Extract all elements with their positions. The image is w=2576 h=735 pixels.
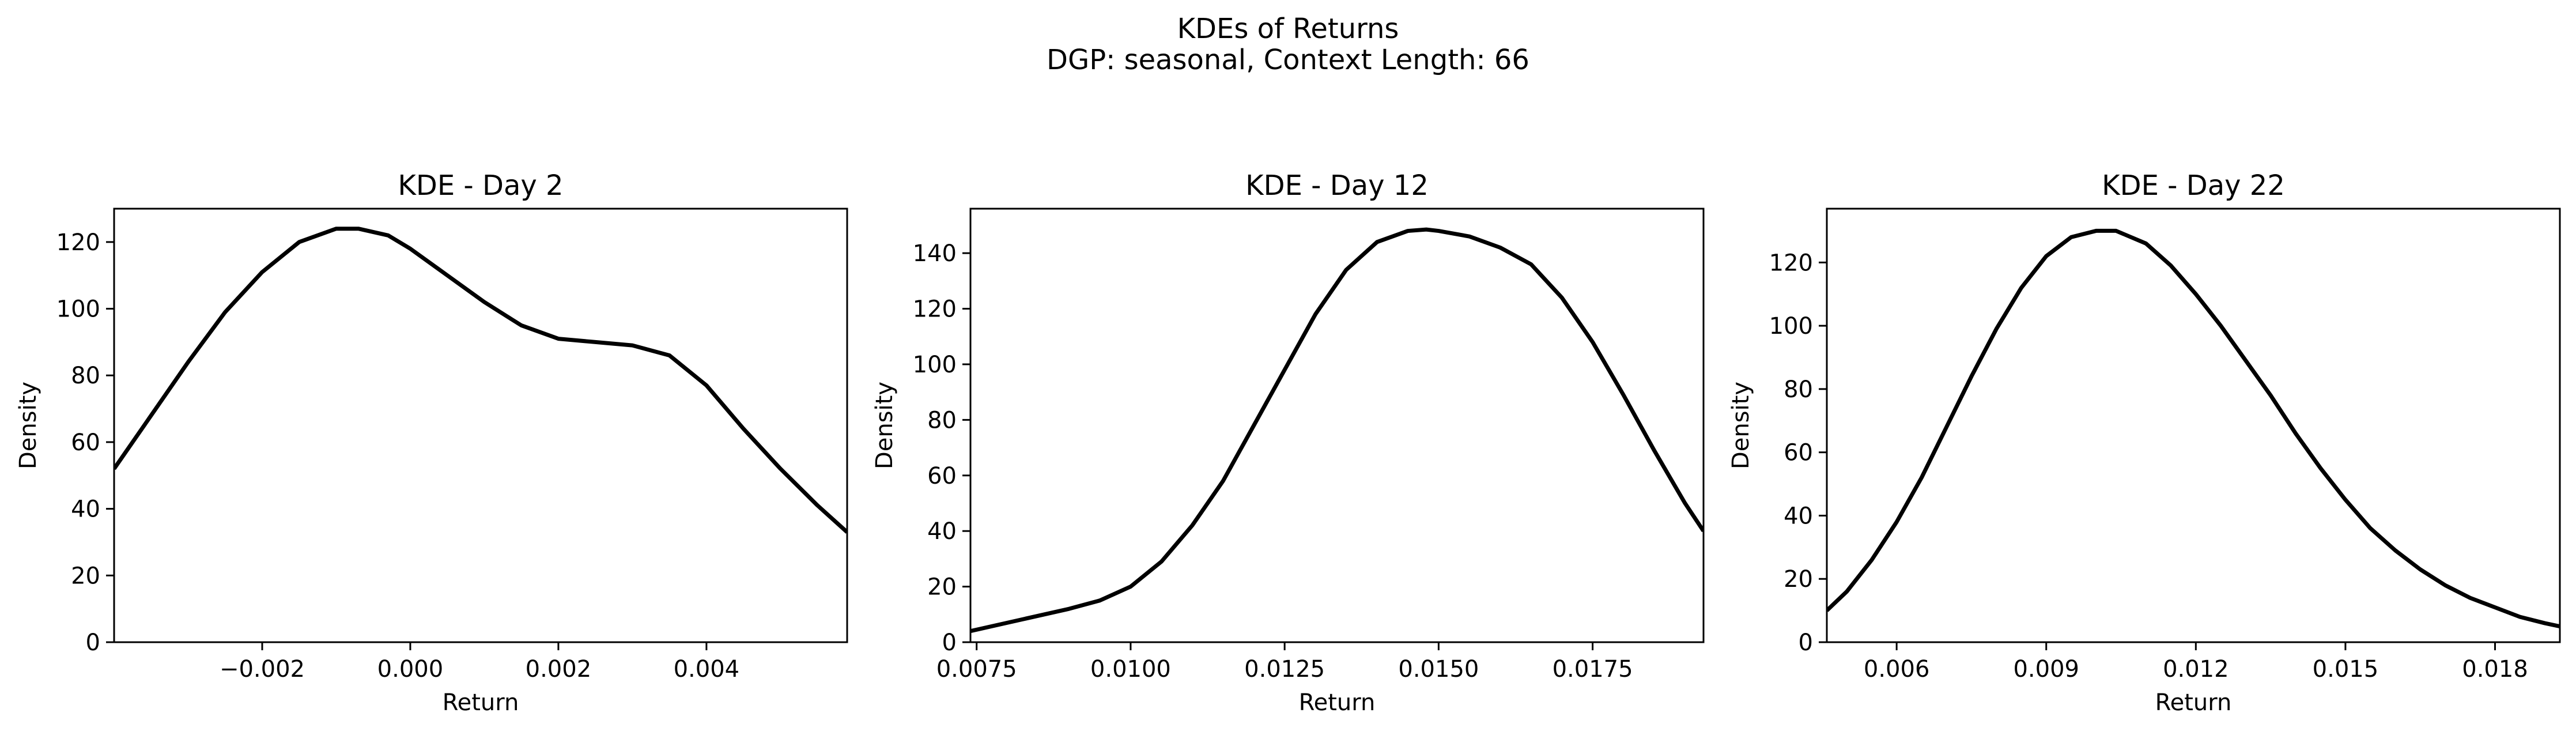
x-tick-label: 0.0100 (1090, 656, 1171, 683)
y-tick-label: 120 (1769, 250, 1813, 276)
panel-title: KDE - Day 12 (1245, 169, 1429, 202)
x-axis-label: Return (1299, 689, 1376, 716)
y-tick-label: 80 (1784, 376, 1813, 403)
y-tick-label: 40 (1784, 503, 1813, 529)
x-tick-label: 0.006 (1864, 656, 1930, 683)
y-tick-label: 120 (56, 229, 100, 256)
figure-title-line1: KDEs of Returns (1177, 13, 1399, 45)
x-tick-label: 0.009 (2013, 656, 2079, 683)
axes-frame (113, 208, 848, 643)
y-tick-label: 120 (913, 296, 957, 323)
y-tick-label: 20 (1784, 566, 1813, 593)
x-tick-label: 0.002 (526, 656, 592, 683)
kde-curve (114, 227, 847, 534)
x-tick-label: 0.012 (2163, 656, 2229, 683)
x-tick-label: −0.002 (220, 656, 305, 683)
x-tick-label: 0.0075 (936, 656, 1017, 683)
y-tick-label: 0 (942, 630, 957, 656)
panels: −0.002 0.000 0.002 0.004 0 20 40 60 80 100 120 KDE … (15, 169, 2561, 716)
y-tick-label: 40 (927, 518, 957, 545)
x-tick-label: 0.018 (2462, 656, 2528, 683)
panel-title: KDE - Day 22 (2102, 169, 2285, 202)
kde-curve (970, 227, 1704, 634)
x-tick-label: 0.0150 (1398, 656, 1479, 683)
axes-frame (969, 208, 1705, 643)
x-axis-label: Return (2155, 689, 2232, 716)
y-axis-label: Density (1728, 382, 1754, 469)
y-tick-label: 40 (71, 496, 100, 523)
y-tick-label: 100 (1769, 313, 1813, 340)
x-tick-label: 0.0125 (1244, 656, 1325, 683)
kde-curve (1827, 228, 2560, 628)
y-tick-label: 80 (927, 407, 957, 434)
y-tick-label: 80 (71, 363, 100, 389)
x-axis-label: Return (443, 689, 519, 716)
y-tick-label: 140 (913, 240, 957, 267)
y-tick-label: 20 (927, 574, 957, 601)
y-tick-label: 60 (927, 463, 957, 489)
kde-panel-3: 0.006 0.009 0.012 0.015 0.018 0 20 40 60 80 100 120… (1728, 169, 2561, 716)
x-tick-label: 0.004 (674, 656, 740, 683)
x-tick-label: 0.015 (2313, 656, 2379, 683)
y-tick-label: 0 (86, 630, 100, 656)
y-tick-label: 60 (1784, 440, 1813, 466)
kde-panel-1: −0.002 0.000 0.002 0.004 0 20 40 60 80 100 120 KDE … (15, 169, 848, 716)
x-tick-label: 0.0175 (1553, 656, 1633, 683)
panel-title: KDE - Day 2 (398, 169, 563, 202)
y-tick-label: 20 (71, 563, 100, 589)
y-axis-label: Density (871, 382, 898, 469)
y-tick-label: 60 (71, 429, 100, 456)
axes-frame (1826, 208, 2561, 643)
y-tick-label: 100 (56, 296, 100, 323)
x-tick-label: 0.000 (377, 656, 444, 683)
y-tick-label: 0 (1799, 630, 1813, 656)
figure-title-line2: DGP: seasonal, Context Length: 66 (1047, 44, 1529, 76)
kde-panel-2: 0.0075 0.0100 0.0125 0.0150 0.0175 0 20 40 60 80 1… (871, 169, 1705, 716)
y-tick-label: 100 (913, 352, 957, 378)
y-axis-label: Density (15, 382, 41, 469)
